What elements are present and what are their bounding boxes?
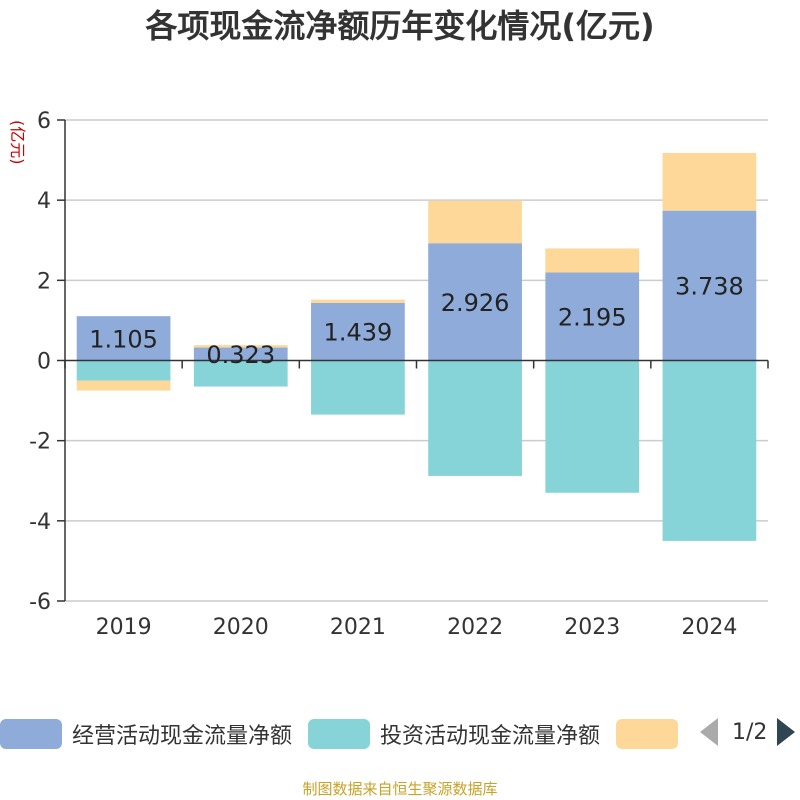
chart-title: 各项现金流净额历年变化情况(亿元) <box>145 7 655 45</box>
y-tick-label: 2 <box>37 269 51 294</box>
legend-swatch-investing <box>308 719 371 749</box>
prev-page-icon[interactable] <box>700 718 718 746</box>
y-axis-label: (亿元) <box>8 120 27 165</box>
legend-item-investing[interactable]: 投资活动现金流量净额 <box>308 718 600 750</box>
x-tick-label-2024: 2024 <box>681 615 737 640</box>
legend-page-indicator: 1/2 <box>732 719 768 745</box>
bar-2020-series-1[interactable] <box>193 360 288 387</box>
data-label-2019: 1.105 <box>89 325 158 353</box>
y-tick-label: -2 <box>29 430 51 455</box>
legend-pager: 1/2 <box>700 718 796 746</box>
next-page-icon[interactable] <box>777 718 796 746</box>
bar-2024-series-2[interactable] <box>662 152 757 211</box>
chart-plot: 6 4 2 0 -2 -4 -6 (亿元) 2019 2020 2021 2022 2023 2024 1… <box>8 109 769 640</box>
data-label-2020: 0.323 <box>206 341 275 369</box>
data-label-2021: 1.439 <box>324 319 393 347</box>
legend-label-operating: 经营活动现金流量净额 <box>72 724 293 749</box>
bar-2019-series-0[interactable] <box>76 316 171 361</box>
bar-2022-series-0[interactable] <box>428 243 522 361</box>
legend: 经营活动现金流量净额 投资活动现金流量净额 1/2 <box>0 712 800 756</box>
bar-2022-series-1[interactable] <box>428 360 522 476</box>
bar-2021-series-0[interactable] <box>311 302 405 361</box>
legend-swatch-operating <box>0 719 62 749</box>
bar-2022-series-2[interactable] <box>428 200 522 244</box>
bar-2023-series-1[interactable] <box>545 360 640 493</box>
bar-2020-series-0[interactable] <box>193 347 288 361</box>
data-label-2023: 2.195 <box>558 304 627 332</box>
legend-label-investing: 投资活动现金流量净额 <box>380 724 601 749</box>
x-tick-label-2020: 2020 <box>213 615 269 640</box>
x-tick-label-2019: 2019 <box>96 615 152 640</box>
data-label-2024: 3.738 <box>675 273 744 301</box>
legend-item-operating[interactable]: 经营活动现金流量净额 <box>0 718 292 750</box>
bar-2024-series-1[interactable] <box>662 360 757 541</box>
x-tick-label-2023: 2023 <box>564 615 620 640</box>
y-tick-label: -4 <box>29 510 51 535</box>
y-tick-label: -6 <box>29 590 51 615</box>
bar-2019-series-1[interactable] <box>76 360 171 381</box>
data-label-2022: 2.926 <box>441 289 510 317</box>
bar-2023-series-0[interactable] <box>545 272 640 361</box>
bar-2021-series-1[interactable] <box>311 360 405 415</box>
bar-2023-series-2[interactable] <box>545 248 640 273</box>
bar-2020-series-2[interactable] <box>193 345 288 348</box>
bar-2024-series-0[interactable] <box>662 210 757 361</box>
legend-swatch-financing <box>616 719 679 749</box>
y-tick-label: 4 <box>37 189 51 214</box>
data-source-note: 制图数据来自恒生聚源数据库 <box>302 780 498 798</box>
x-tick-label-2021: 2021 <box>330 615 386 640</box>
y-tick-label: 6 <box>37 109 51 134</box>
legend-item-financing[interactable] <box>616 719 679 749</box>
bar-2021-series-2[interactable] <box>311 299 405 303</box>
bar-2019-series-2[interactable] <box>76 380 171 391</box>
x-tick-label-2022: 2022 <box>447 615 503 640</box>
y-tick-label: 0 <box>37 350 51 375</box>
